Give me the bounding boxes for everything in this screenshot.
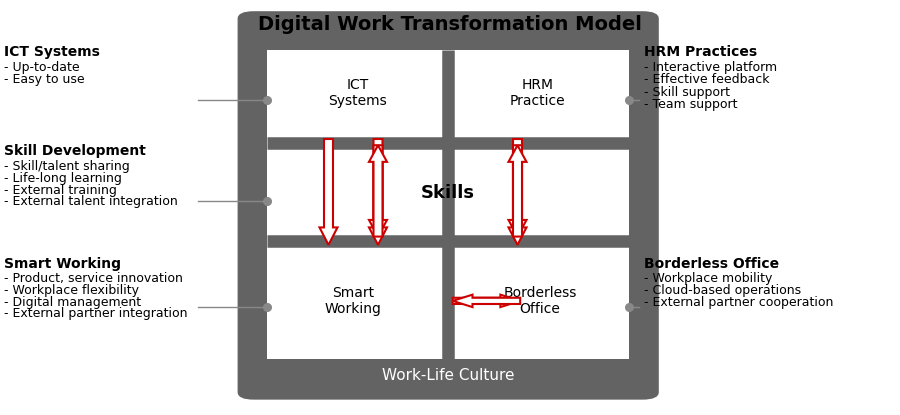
Text: - Up-to-date: - Up-to-date (4, 61, 80, 74)
Text: - Digital management: - Digital management (4, 295, 141, 309)
Text: ICT Systems: ICT Systems (4, 45, 101, 59)
Text: - Workplace mobility: - Workplace mobility (644, 272, 772, 286)
Text: Smart Working: Smart Working (4, 256, 122, 271)
Text: Borderless
Office: Borderless Office (503, 286, 577, 316)
Text: - Product, service innovation: - Product, service innovation (4, 272, 184, 286)
Text: - External partner integration: - External partner integration (4, 307, 188, 320)
Text: - Skill support: - Skill support (644, 85, 730, 99)
Polygon shape (508, 145, 526, 237)
Polygon shape (369, 145, 387, 237)
Text: Digital Work Transformation Model: Digital Work Transformation Model (258, 15, 642, 34)
Text: Borderless Office: Borderless Office (644, 256, 778, 271)
Text: - Effective feedback: - Effective feedback (644, 73, 769, 86)
Polygon shape (369, 145, 387, 237)
Polygon shape (369, 139, 387, 245)
Text: - External partner cooperation: - External partner cooperation (644, 295, 832, 309)
Text: ICT
Systems: ICT Systems (328, 78, 387, 108)
FancyBboxPatch shape (267, 50, 629, 359)
Text: HRM
Practice: HRM Practice (509, 78, 565, 108)
Text: - External training: - External training (4, 183, 117, 197)
Text: - Workplace flexibility: - Workplace flexibility (4, 284, 140, 297)
Text: - Skill/talent sharing: - Skill/talent sharing (4, 160, 130, 173)
FancyBboxPatch shape (238, 11, 659, 400)
Text: - External talent integration: - External talent integration (4, 195, 178, 208)
Text: HRM Practices: HRM Practices (644, 45, 757, 59)
Text: - Life-long learning: - Life-long learning (4, 172, 122, 185)
Polygon shape (453, 295, 520, 307)
Text: Smart
Working: Smart Working (324, 286, 382, 316)
Text: Work-Life Culture: Work-Life Culture (382, 368, 515, 383)
Text: Skills: Skills (421, 184, 475, 202)
Text: Skill Development: Skill Development (4, 144, 147, 159)
Polygon shape (508, 139, 526, 245)
Polygon shape (320, 139, 338, 245)
Text: - Team support: - Team support (644, 98, 737, 111)
Text: - Interactive platform: - Interactive platform (644, 61, 777, 74)
Polygon shape (453, 295, 520, 307)
Polygon shape (508, 145, 526, 237)
Text: - Easy to use: - Easy to use (4, 73, 86, 86)
Text: - Cloud-based operations: - Cloud-based operations (644, 284, 801, 297)
